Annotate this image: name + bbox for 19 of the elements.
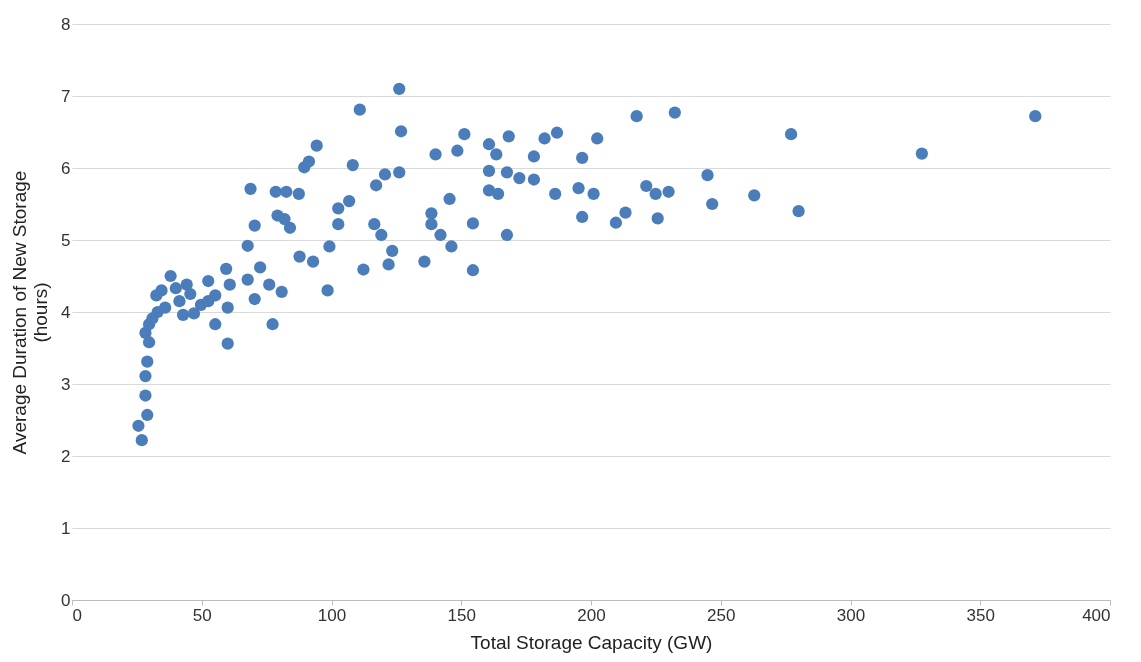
x-tick-label: 250 [707, 605, 736, 625]
x-tick-label: 200 [577, 605, 606, 625]
y-tick-label: 4 [61, 302, 71, 322]
y-tick-label: 1 [61, 518, 71, 538]
x-tick-label: 300 [836, 605, 866, 625]
x-tick-label: 400 [1082, 605, 1111, 625]
y-tick-label: 8 [61, 14, 71, 34]
y-tick-label: 5 [61, 230, 71, 250]
x-tick-label: 150 [447, 605, 476, 625]
y-tick-label: 6 [61, 158, 71, 178]
x-tick-label: 350 [966, 605, 995, 625]
y-axis-title: Average Duration of New Storage (hours) [9, 170, 52, 455]
x-axis-title: Total Storage Capacity (GW) [470, 631, 713, 653]
x-tick-label: 100 [317, 605, 347, 625]
y-tick-label: 0 [61, 590, 71, 610]
y-tick-label: 2 [61, 446, 71, 466]
x-tick-label: 50 [192, 605, 212, 625]
y-tick-label: 3 [61, 374, 71, 394]
y-tick-label: 7 [61, 86, 71, 106]
